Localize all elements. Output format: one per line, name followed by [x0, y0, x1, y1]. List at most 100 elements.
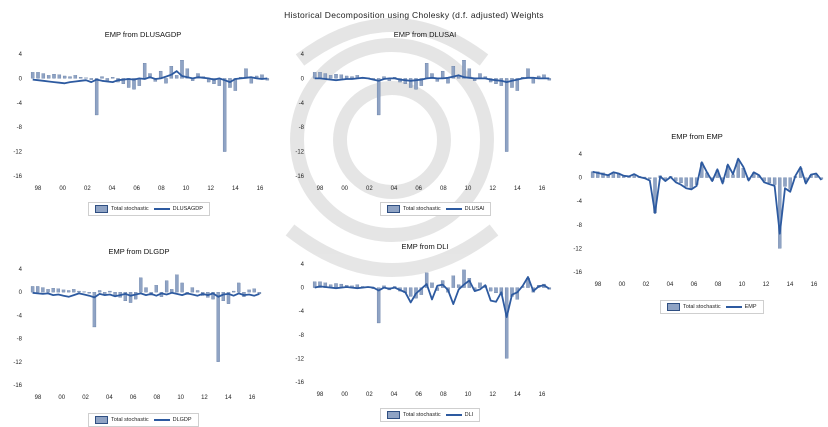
legend-bar-swatch [95, 205, 108, 213]
legend-bar-swatch [95, 416, 108, 424]
y-tick-label: -16 [13, 383, 22, 389]
total-stochastic-bar [408, 287, 413, 297]
chart-title: EMP from DLUSAI [393, 30, 457, 39]
x-tick-label: 08 [440, 392, 447, 398]
chart-legend: Total stochastic DLGDP [88, 413, 199, 427]
total-stochastic-bar [30, 72, 35, 79]
y-tick-label: -8 [577, 223, 583, 229]
y-tick-label: -8 [17, 337, 23, 343]
total-stochastic-bar [596, 171, 600, 178]
series-line [32, 291, 260, 299]
y-tick-label: 0 [19, 76, 23, 82]
total-stochastic-bar [312, 72, 317, 79]
main-title: Historical Decomposition using Cholesky … [284, 10, 544, 20]
total-stochastic-bar [41, 287, 45, 293]
y-tick-label: -12 [295, 356, 304, 362]
y-tick-label: -8 [17, 125, 23, 131]
y-tick-label: -16 [295, 174, 304, 180]
total-stochastic-bar [164, 78, 168, 84]
y-tick-label: -8 [299, 333, 305, 339]
total-stochastic-bar [62, 75, 67, 79]
x-tick-label: 14 [232, 186, 239, 192]
total-stochastic-bar [531, 78, 536, 84]
legend-bar-swatch [387, 411, 400, 419]
total-stochastic-bar [334, 74, 338, 79]
x-tick-label: 08 [154, 395, 161, 401]
total-stochastic-bar [446, 78, 450, 84]
total-stochastic-bar [41, 73, 46, 79]
x-tick-label: 12 [201, 395, 208, 401]
x-tick-label: 04 [391, 392, 398, 398]
total-stochastic-bar [46, 75, 51, 79]
total-stochastic-bar [110, 77, 115, 79]
total-stochastic-bar [97, 290, 102, 293]
total-stochastic-bar [132, 78, 136, 90]
total-stochastic-bar [216, 292, 220, 362]
total-stochastic-bar [100, 76, 104, 79]
x-tick-label: 00 [59, 186, 66, 192]
total-stochastic-bar [430, 282, 434, 288]
total-stochastic-bar [108, 290, 112, 293]
total-stochastic-bar [128, 292, 133, 303]
legend-line-swatch [153, 207, 170, 211]
total-stochastic-bar [180, 282, 184, 293]
x-tick-label: 98 [317, 186, 324, 192]
chart-plot: 4 0 -4 -8 -12 -16 98 00 02 04 06 08 10 12 14 16 [295, 262, 552, 398]
series-line [592, 157, 823, 235]
chart-legend: Total stochastic DLI [380, 408, 481, 422]
total-stochastic-bar [196, 73, 200, 79]
total-stochastic-bar [77, 290, 81, 293]
x-tick-label: 16 [249, 395, 256, 401]
x-tick-label: 16 [811, 282, 818, 288]
total-stochastic-bar [30, 286, 35, 293]
total-stochastic-bar [142, 63, 147, 79]
total-stochastic-bar [190, 287, 195, 293]
chart-panel-emp-from-dlusagdp: EMP from DLUSAGDP 4 0 -4 -8 -12 -16 98 00 02 04 06… [8, 30, 278, 216]
chart-title: EMP from DLI [401, 242, 449, 251]
y-tick-label: -16 [295, 380, 304, 386]
y-tick-label: 0 [301, 76, 305, 82]
total-stochastic-bar [462, 269, 466, 288]
total-stochastic-bar [424, 63, 429, 79]
total-stochastic-bar [499, 78, 504, 86]
total-stochastic-bar [212, 78, 216, 84]
legend-bar-label: Total stochastic [111, 206, 149, 212]
total-stochastic-bar [515, 78, 520, 91]
x-tick-label: 10 [465, 392, 472, 398]
total-stochastic-bar [170, 289, 174, 293]
total-stochastic-bar [510, 78, 514, 88]
total-stochastic-bar [328, 75, 333, 79]
x-tick-label: 00 [58, 395, 65, 401]
chart-panel-emp-from-emp: EMP from EMP 4 0 -4 -8 -12 -16 98 00 02 04 06 08 10 1… [568, 132, 826, 317]
y-tick-label: -16 [13, 174, 22, 180]
total-stochastic-bar [318, 281, 322, 288]
y-tick-label: -4 [299, 309, 305, 315]
total-stochastic-bar [46, 289, 50, 293]
total-stochastic-bar [78, 77, 83, 79]
total-stochastic-bar [221, 292, 225, 302]
legend-line-swatch [725, 305, 742, 309]
y-tick-label: -16 [573, 270, 582, 276]
total-stochastic-bar [84, 77, 88, 79]
total-stochastic-bar [247, 289, 251, 293]
chart-title: EMP from DLUSAGDP [104, 30, 182, 39]
total-stochastic-bar [376, 287, 381, 324]
x-tick-label: 02 [84, 186, 91, 192]
x-tick-label: 06 [415, 186, 422, 192]
total-stochastic-bar [339, 74, 344, 79]
total-stochastic-bar [87, 292, 91, 294]
x-tick-label: 16 [539, 186, 546, 192]
total-stochastic-bar [408, 78, 413, 88]
total-stochastic-bar [36, 72, 40, 79]
total-stochastic-bar [456, 284, 461, 288]
total-stochastic-bar [144, 287, 148, 293]
total-stochastic-bar [36, 286, 40, 293]
total-stochastic-bar [73, 75, 78, 79]
x-tick-label: 06 [415, 392, 422, 398]
total-stochastic-bar [174, 75, 179, 79]
x-tick-label: 04 [109, 186, 116, 192]
y-tick-label: 4 [301, 262, 305, 268]
total-stochastic-bar [679, 177, 683, 184]
x-tick-label: 02 [366, 392, 373, 398]
total-stochastic-bar [462, 60, 466, 79]
